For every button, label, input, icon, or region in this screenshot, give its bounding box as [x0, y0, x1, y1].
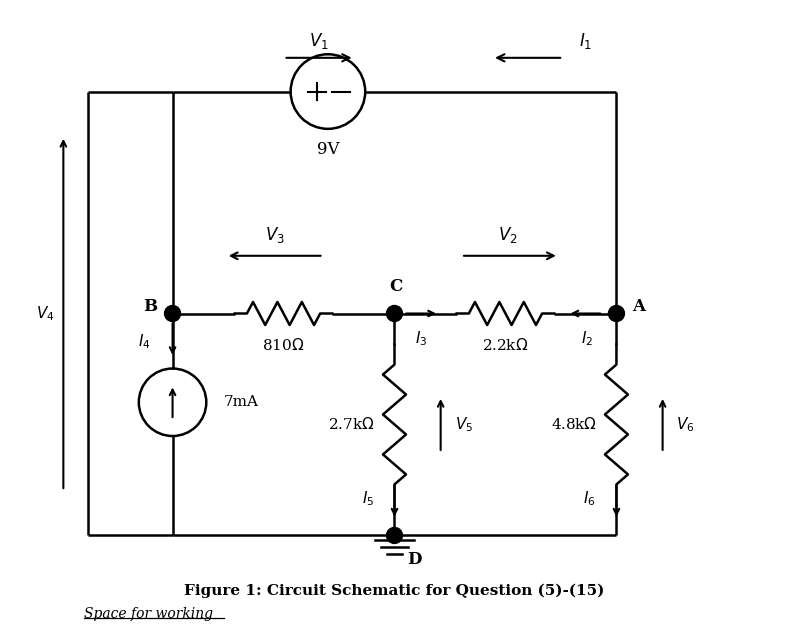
Circle shape: [387, 305, 402, 322]
Text: $I_3$: $I_3$: [415, 329, 428, 348]
Text: $V_2$: $V_2$: [499, 225, 518, 245]
Circle shape: [387, 527, 402, 544]
Text: $I_4$: $I_4$: [138, 332, 151, 351]
Text: $V_6$: $V_6$: [676, 415, 695, 434]
Circle shape: [165, 305, 181, 322]
Text: 2.7k$\Omega$: 2.7k$\Omega$: [328, 416, 375, 433]
Text: $I_6$: $I_6$: [584, 489, 596, 507]
Text: A: A: [632, 298, 645, 315]
Text: B: B: [144, 298, 158, 315]
Text: 2.2k$\Omega$: 2.2k$\Omega$: [482, 337, 529, 352]
Text: $V_1$: $V_1$: [309, 31, 329, 51]
Text: C: C: [390, 278, 403, 295]
Circle shape: [608, 305, 624, 322]
Text: 7mA: 7mA: [224, 395, 259, 409]
Text: $I_5$: $I_5$: [361, 489, 374, 507]
Text: $V_3$: $V_3$: [265, 225, 285, 245]
Text: $V_4$: $V_4$: [36, 304, 55, 323]
Text: Space for working: Space for working: [84, 606, 213, 621]
Text: 9V: 9V: [316, 140, 339, 158]
Text: $I_2$: $I_2$: [581, 329, 593, 348]
Text: D: D: [407, 551, 421, 568]
Text: $V_5$: $V_5$: [454, 415, 473, 434]
Text: 810$\Omega$: 810$\Omega$: [263, 337, 305, 352]
Text: 4.8k$\Omega$: 4.8k$\Omega$: [551, 416, 597, 433]
Text: $I_1$: $I_1$: [579, 31, 592, 51]
Text: Figure 1: Circuit Schematic for Question (5)-(15): Figure 1: Circuit Schematic for Question…: [185, 583, 604, 598]
